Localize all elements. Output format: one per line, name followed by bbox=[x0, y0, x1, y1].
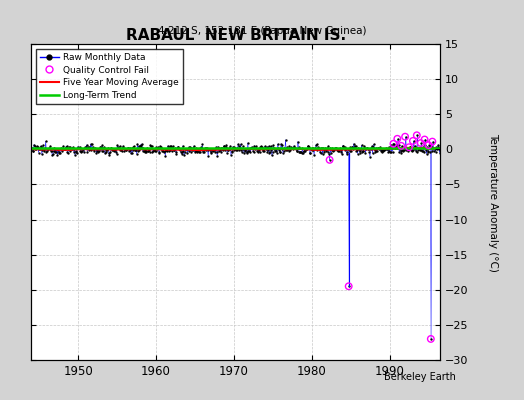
Point bbox=[412, 132, 421, 138]
Point bbox=[427, 336, 435, 342]
Point bbox=[389, 140, 398, 147]
Legend: Raw Monthly Data, Quality Control Fail, Five Year Moving Average, Long-Term Tren: Raw Monthly Data, Quality Control Fail, … bbox=[36, 48, 183, 104]
Point bbox=[325, 157, 334, 163]
Title: RABAUL  NEW BRITAIN IS.: RABAUL NEW BRITAIN IS. bbox=[126, 28, 346, 43]
Point bbox=[401, 134, 409, 140]
Point bbox=[393, 136, 401, 142]
Point bbox=[409, 138, 417, 144]
Y-axis label: Temperature Anomaly (°C): Temperature Anomaly (°C) bbox=[488, 132, 498, 272]
Point bbox=[420, 136, 429, 143]
Point bbox=[424, 142, 433, 148]
Point bbox=[417, 140, 425, 146]
Point bbox=[428, 138, 436, 145]
Point bbox=[344, 283, 353, 290]
Text: Berkeley Earth: Berkeley Earth bbox=[384, 372, 456, 382]
Point bbox=[397, 143, 406, 149]
Text: 4.212 S, 152.181 E (Papua New Guinea): 4.212 S, 152.181 E (Papua New Guinea) bbox=[158, 26, 366, 36]
Point bbox=[405, 144, 413, 150]
